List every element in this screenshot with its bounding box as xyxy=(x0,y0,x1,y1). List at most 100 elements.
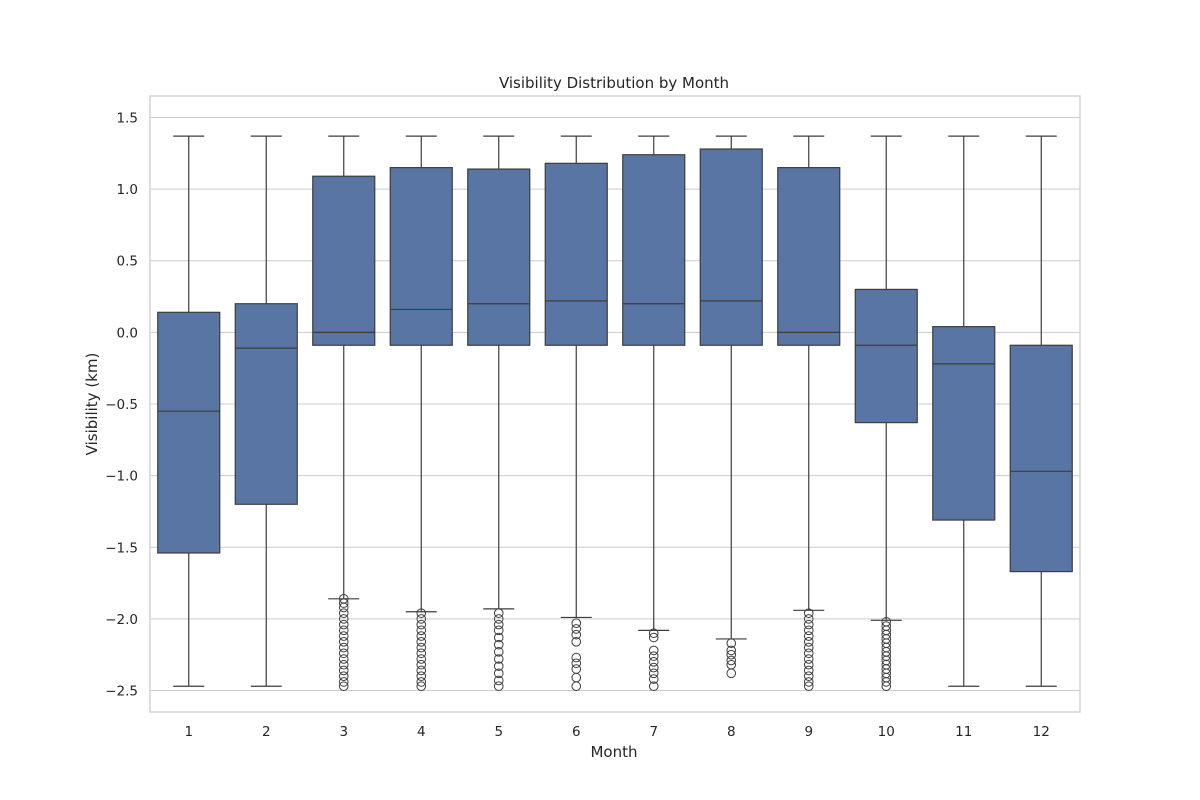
outlier-point xyxy=(493,625,504,636)
x-tick-label: 2 xyxy=(262,724,271,740)
y-tick-label: 1.5 xyxy=(117,110,138,126)
y-tick-label: 0.5 xyxy=(117,254,138,270)
outlier-point xyxy=(338,642,349,653)
outlier-point xyxy=(493,619,504,630)
outlier-point xyxy=(803,608,814,618)
y-tick-label: −1.0 xyxy=(105,469,138,485)
outlier-point xyxy=(648,632,659,643)
x-tick-label: 3 xyxy=(339,724,348,740)
outlier-point xyxy=(803,654,814,664)
y-axis-ticks: −2.5 −2.0 −1.5 −1.0 −0.5 0.0 0.5 1.0 1.5 xyxy=(105,110,138,699)
outlier-point xyxy=(803,671,814,681)
iqr-box xyxy=(467,168,531,346)
gridlines xyxy=(150,116,1080,692)
box-group-month-1 xyxy=(157,135,221,687)
outlier-point xyxy=(338,681,349,692)
outlier-point xyxy=(416,671,427,681)
outlier-point xyxy=(803,614,814,624)
outlier-point xyxy=(416,677,427,687)
outlier-point xyxy=(881,681,892,692)
outlier-point xyxy=(416,619,427,630)
outlier-point xyxy=(338,659,349,670)
iqr-box xyxy=(544,162,608,346)
outlier-point xyxy=(493,681,504,692)
outlier-point xyxy=(571,681,582,692)
box-group-month-7 xyxy=(622,135,686,692)
box-group-month-8 xyxy=(699,135,763,679)
y-tick-label: −1.5 xyxy=(105,540,138,556)
outlier-point xyxy=(416,681,427,692)
outlier-point xyxy=(648,628,659,639)
outlier-point xyxy=(338,598,349,608)
outlier-point xyxy=(803,642,814,653)
box-group-month-2 xyxy=(234,135,298,687)
x-axis-ticks: 1 2 3 4 5 6 7 8 9 10 11 12 xyxy=(184,724,1049,740)
outlier-point xyxy=(493,668,504,679)
outlier-point xyxy=(416,614,427,624)
chart-title: Visibility Distribution by Month xyxy=(499,74,729,92)
outlier-point xyxy=(571,652,582,663)
outlier-point xyxy=(803,619,814,630)
outlier-point xyxy=(726,668,737,679)
box-group-month-9 xyxy=(777,135,841,692)
x-tick-label: 1 xyxy=(184,724,193,740)
x-tick-label: 6 xyxy=(572,724,581,740)
iqr-box xyxy=(622,154,686,346)
outlier-point xyxy=(571,618,582,628)
outlier-point xyxy=(493,639,504,650)
outlier-point xyxy=(416,659,427,670)
outlier-point xyxy=(338,665,349,676)
outlier-point xyxy=(338,671,349,681)
box-group-month-5 xyxy=(467,135,531,692)
y-tick-label: −2.5 xyxy=(105,684,138,700)
outlier-point xyxy=(648,681,659,692)
outlier-point xyxy=(338,677,349,687)
outlier-point xyxy=(493,608,504,618)
outlier-point xyxy=(571,658,582,669)
outlier-point xyxy=(338,608,349,618)
outlier-point xyxy=(338,654,349,664)
y-axis-label: Visibility (km) xyxy=(83,353,101,456)
iqr-box xyxy=(699,148,763,346)
outlier-point xyxy=(338,602,349,613)
outlier-point xyxy=(571,664,582,674)
outlier-point xyxy=(571,629,582,640)
outlier-point xyxy=(648,662,659,673)
x-axis-label: Month xyxy=(590,743,637,761)
outlier-point xyxy=(648,668,659,679)
outlier-point xyxy=(726,645,737,656)
y-tick-label: 1.0 xyxy=(117,182,138,198)
outlier-point xyxy=(803,631,814,641)
outlier-point xyxy=(803,648,814,659)
outlier-point xyxy=(648,674,659,684)
x-tick-label: 10 xyxy=(878,724,895,740)
iqr-box xyxy=(312,175,376,346)
box-group-month-4 xyxy=(389,135,453,692)
outlier-point xyxy=(803,677,814,687)
outlier-point xyxy=(416,637,427,647)
box-group-month-3 xyxy=(312,135,376,692)
iqr-box xyxy=(777,167,841,346)
box-group-month-10 xyxy=(854,135,918,692)
iqr-box xyxy=(932,326,996,521)
outlier-point xyxy=(338,648,349,659)
outlier-point xyxy=(416,625,427,636)
plot-frame xyxy=(149,95,1081,713)
outlier-point xyxy=(803,665,814,676)
outlier-point xyxy=(803,681,814,692)
x-tick-label: 12 xyxy=(1033,724,1050,740)
iqr-box xyxy=(389,167,453,346)
x-tick-label: 11 xyxy=(955,724,972,740)
outlier-point xyxy=(338,637,349,647)
x-tick-label: 7 xyxy=(649,724,658,740)
outlier-point xyxy=(338,625,349,636)
outlier-point xyxy=(726,655,737,666)
outlier-point xyxy=(416,654,427,664)
outlier-point xyxy=(803,659,814,670)
outlier-point xyxy=(493,675,504,686)
y-tick-label: −2.0 xyxy=(105,612,138,628)
outlier-point xyxy=(648,651,659,661)
outlier-point xyxy=(338,619,349,630)
outlier-point xyxy=(416,608,427,618)
